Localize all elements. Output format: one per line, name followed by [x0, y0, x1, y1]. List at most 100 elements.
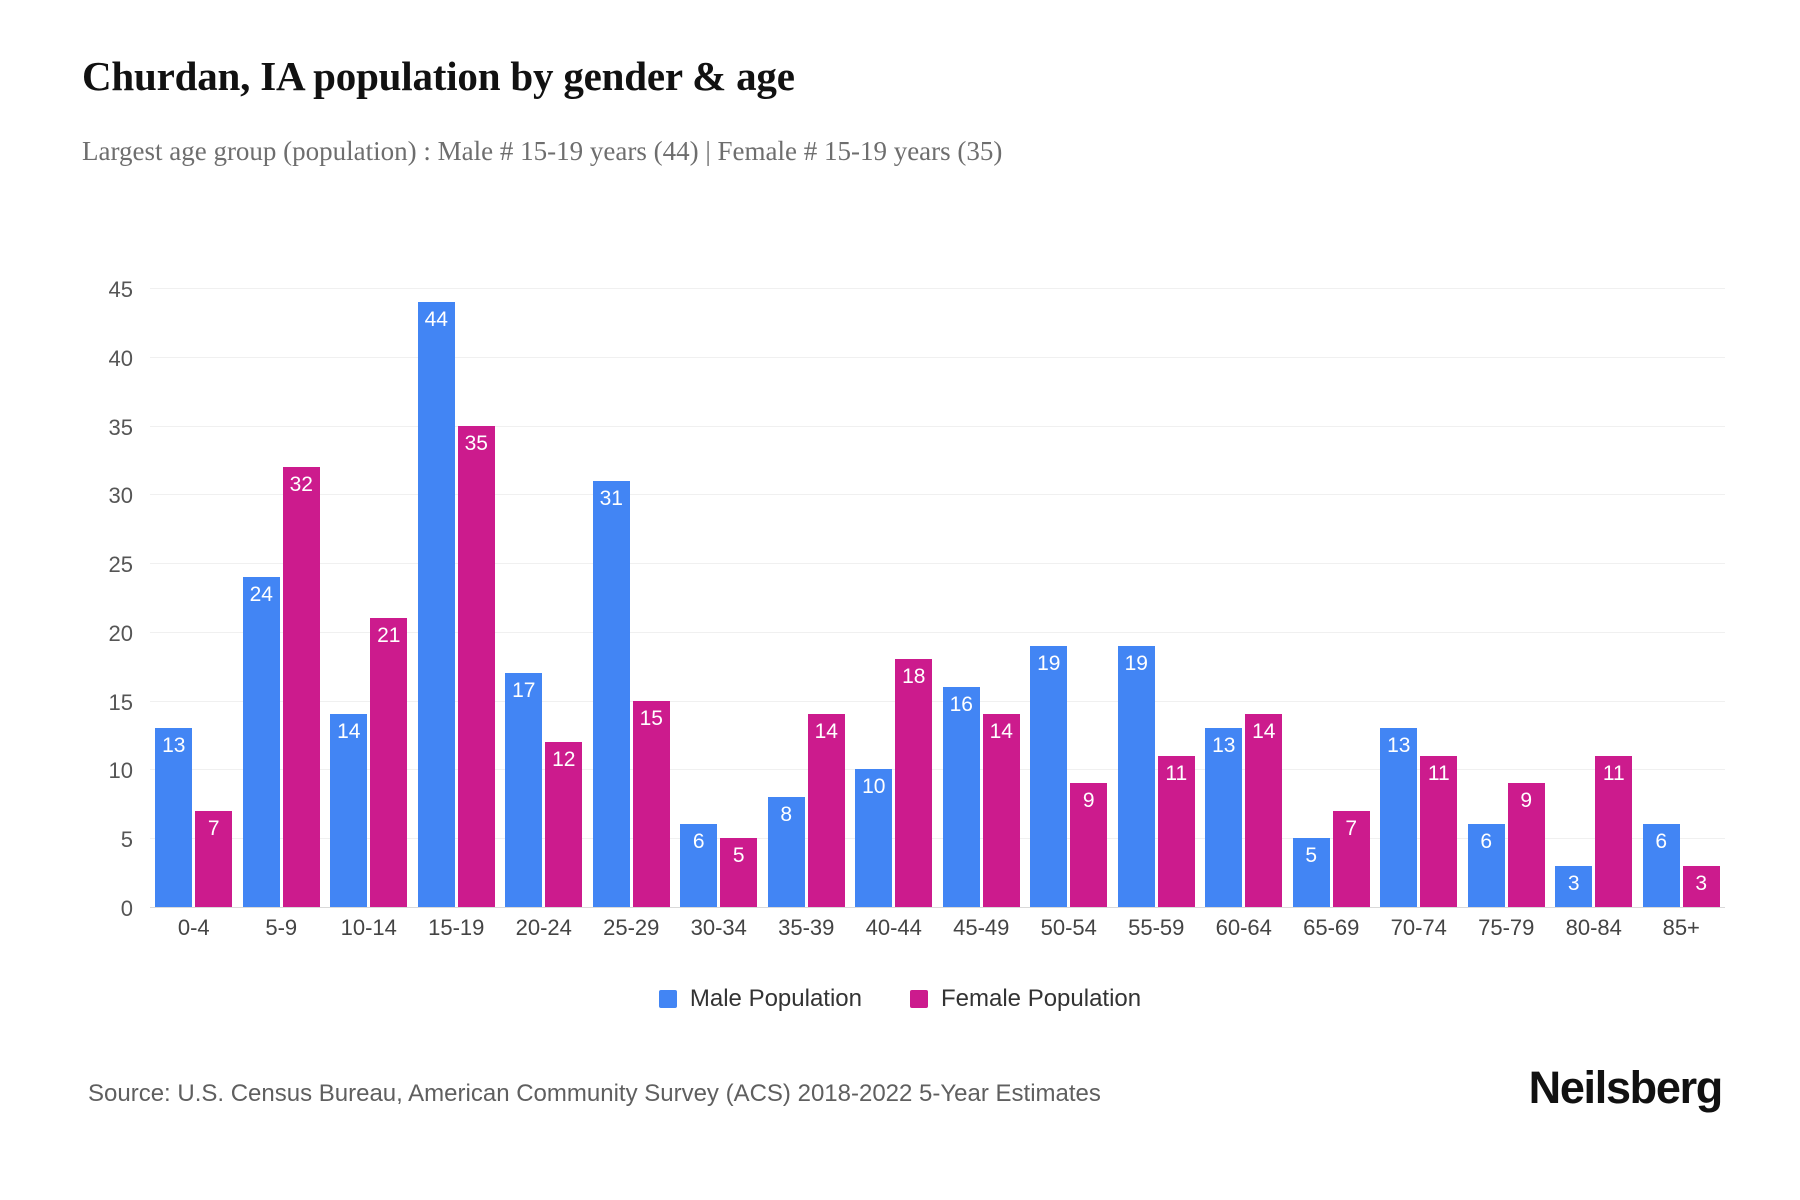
bar-value-label: 13	[1212, 734, 1236, 758]
bar-male[interactable]: 13	[1380, 728, 1418, 907]
bar-female[interactable]: 11	[1420, 755, 1458, 907]
bar-female[interactable]: 14	[982, 714, 1020, 907]
bar-male[interactable]: 16	[942, 686, 980, 907]
x-axis-tick-label: 5-9	[265, 915, 298, 940]
bar-female[interactable]: 7	[195, 810, 233, 907]
bar-female[interactable]: 32	[282, 466, 320, 907]
y-axis-tick-label: 35	[108, 414, 133, 440]
y-axis-tick-label: 40	[108, 345, 133, 371]
y-axis-tick-label: 5	[120, 827, 133, 853]
y-axis-tick-label: 30	[108, 483, 133, 509]
gridline	[150, 494, 1725, 496]
x-axis-tick-label: 65-69	[1303, 915, 1360, 940]
bar-group: 19 9	[1025, 288, 1113, 907]
bar-male[interactable]: 8	[767, 796, 805, 907]
x-axis-tick-label: 80-84	[1565, 915, 1622, 940]
bar-group: 19 11	[1113, 288, 1201, 907]
legend-item-female[interactable]: Female Population	[910, 985, 1141, 1013]
legend-item-male[interactable]: Male Population	[658, 985, 862, 1013]
bar-value-label: 21	[377, 624, 401, 648]
bar-value-label: 18	[902, 665, 926, 689]
bar-female[interactable]: 15	[632, 700, 670, 907]
gridline	[150, 288, 1725, 289]
brand-logo: Neilsberg	[1528, 1062, 1724, 1113]
gridline	[150, 563, 1725, 565]
bar-female[interactable]: 9	[1070, 783, 1108, 907]
bar-female[interactable]: 11	[1157, 755, 1195, 907]
bar-female[interactable]: 5	[720, 838, 758, 907]
bar-male[interactable]: 19	[1030, 645, 1068, 907]
x-axis-tick-label: 25-29	[603, 915, 660, 940]
bar-value-label: 14	[1252, 720, 1276, 744]
bar-value-label: 24	[249, 582, 273, 606]
x-axis-tick-label: 75-79	[1478, 915, 1535, 940]
bar-value-label: 7	[207, 816, 220, 840]
bar-female[interactable]: 14	[1245, 714, 1283, 907]
bar-female[interactable]: 35	[457, 425, 495, 907]
gridline	[150, 631, 1725, 633]
x-axis-tick-label: 70-74	[1390, 915, 1447, 940]
x-axis-tick-label: 30-34	[690, 915, 747, 940]
bar-group: 13 7	[150, 288, 238, 907]
bar-value-label: 14	[989, 720, 1013, 744]
bar-female[interactable]: 11	[1595, 755, 1633, 907]
gridline	[150, 425, 1725, 427]
bar-group: 14 21	[325, 288, 413, 907]
bar-male[interactable]: 24	[242, 576, 280, 907]
bar-male[interactable]: 6	[680, 824, 718, 907]
bar-group: 10 18	[850, 288, 938, 907]
bar-group: 13 14	[1200, 288, 1288, 907]
bar-male[interactable]: 14	[330, 714, 368, 907]
bar-group: 44 35	[413, 288, 501, 907]
bar-male[interactable]: 6	[1467, 824, 1505, 907]
bar-male[interactable]: 6	[1642, 824, 1680, 907]
bar-value-label: 19	[1037, 651, 1061, 675]
bar-male[interactable]: 3	[1555, 865, 1593, 907]
x-axis-labels: 0-4 5-9 10-14 15-19 20-24 25-29 30-34 35-39 40-4…	[150, 915, 1725, 941]
plot-area: 0 5 10 15 20 25 30 35 40 45 13 7 24 32 14 21 44 35 17 12 31…	[109, 277, 1725, 921]
bar-female[interactable]: 3	[1682, 865, 1720, 907]
x-axis-tick-label: 45-49	[953, 915, 1010, 940]
bar-value-label: 31	[599, 486, 623, 510]
x-axis-tick-label: 50-54	[1040, 915, 1097, 940]
bar-female[interactable]: 14	[807, 714, 845, 907]
bar-female[interactable]: 21	[370, 618, 408, 907]
bar-value-label: 11	[1602, 761, 1625, 785]
bar-female[interactable]: 7	[1332, 810, 1370, 907]
bar-value-label: 3	[1567, 871, 1580, 895]
x-axis-tick-label: 60-64	[1215, 915, 1272, 940]
bar-male[interactable]: 13	[155, 728, 193, 907]
bar-male[interactable]: 31	[592, 480, 630, 907]
x-axis-tick-label: 0-4	[177, 915, 210, 940]
bar-male[interactable]: 17	[505, 673, 543, 907]
bar-value-label: 3	[1695, 871, 1708, 895]
legend-swatch-male-icon	[658, 990, 677, 1008]
bar-value-label: 44	[424, 307, 448, 331]
y-axis-tick-label: 25	[108, 552, 133, 578]
bar-male[interactable]: 10	[855, 769, 893, 907]
bar-value-label: 5	[1305, 844, 1318, 868]
bar-male[interactable]: 5	[1292, 838, 1330, 907]
bar-female[interactable]: 18	[895, 659, 933, 907]
bar-group: 31 15	[588, 288, 676, 907]
bar-value-label: 35	[464, 431, 488, 455]
bar-group: 16 14	[938, 288, 1026, 907]
bar-groups: 13 7 24 32 14 21 44 35 17 12 31 15 6 5 8 14 10 18 16 14 19 9 1…	[150, 288, 1725, 907]
bar-female[interactable]: 9	[1507, 783, 1545, 907]
gridline	[150, 769, 1725, 771]
legend-label-female: Female Population	[941, 985, 1142, 1012]
x-axis-tick-label: 15-19	[428, 915, 485, 940]
bar-female[interactable]: 12	[545, 741, 583, 907]
bar-male[interactable]: 13	[1205, 728, 1243, 907]
bar-male[interactable]: 44	[417, 301, 455, 907]
bar-value-label: 11	[1165, 761, 1188, 785]
bar-value-label: 10	[862, 775, 886, 799]
y-axis-tick-label: 10	[108, 758, 133, 784]
bar-male[interactable]: 19	[1117, 645, 1155, 907]
bar-value-label: 15	[639, 706, 663, 730]
y-axis-tick-label: 20	[108, 620, 133, 646]
bar-group: 13 11	[1375, 288, 1463, 907]
